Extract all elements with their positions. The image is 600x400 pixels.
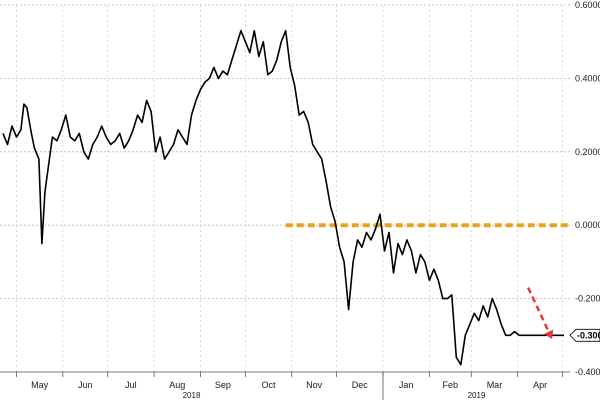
x-tick-label: May [31,380,49,390]
trend-arrow [526,287,554,339]
year-label: 2019 [468,391,486,400]
y-tick-label: 0.4000 [575,73,600,83]
x-tick-label: Feb [443,380,459,390]
y-tick-label: -0.2000 [575,294,600,304]
x-tick-label: Mar [487,380,503,390]
x-tick-label: Sep [215,380,231,390]
series-group [2,29,564,366]
grid-lines [0,4,570,373]
trend-arrow-shaft [526,287,550,333]
y-axis: -0.4000 -0.2000 0.0000 0.2000 0.4000 0.6000 -0… [569,0,600,377]
x-tick-label: Dec [352,380,369,390]
x-tick-label: Jun [78,380,93,390]
x-axis: May Jun Jul Aug Sep Oct Nov Dec Jan Feb Mar Apr 2018… [0,371,570,400]
x-tick-label: Aug [169,380,185,390]
x-tick-label: Apr [533,380,547,390]
y-tick-label: 0.0000 [575,220,600,230]
last-value-box [569,328,600,342]
trend-arrow-head [544,329,554,339]
y-tick-label: 0.2000 [575,147,600,157]
x-tick-label: Nov [306,380,323,390]
year-label: 2018 [183,391,201,400]
last-value-label: -0.3000 [577,330,600,340]
y-tick-label: 0.6000 [575,0,600,10]
y-tick-label: -0.4000 [575,367,600,377]
vertical-grid-lines [16,5,563,372]
x-tick-label: Jan [399,380,414,390]
x-tick-label: Jul [125,380,137,390]
series-line [2,29,564,366]
x-tick-label: Oct [262,380,277,390]
